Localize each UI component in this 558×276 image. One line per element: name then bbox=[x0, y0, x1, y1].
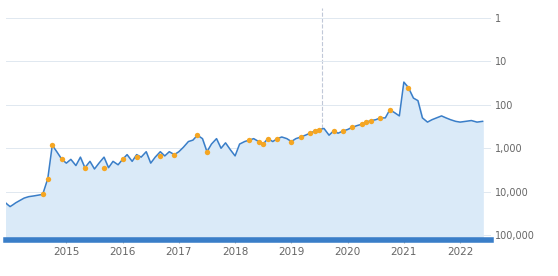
Point bbox=[44, 176, 52, 181]
Point bbox=[39, 192, 47, 197]
Point bbox=[357, 122, 366, 126]
Point bbox=[57, 157, 66, 161]
Point bbox=[273, 136, 282, 141]
Point bbox=[348, 125, 357, 129]
Point bbox=[310, 129, 319, 133]
Point bbox=[296, 135, 305, 139]
Point bbox=[339, 129, 348, 133]
Point bbox=[404, 85, 413, 90]
Point bbox=[156, 154, 165, 158]
Point bbox=[367, 118, 376, 123]
Point bbox=[193, 133, 202, 137]
Point bbox=[48, 143, 57, 147]
Point bbox=[329, 129, 338, 133]
Point bbox=[287, 139, 296, 144]
Point bbox=[170, 152, 179, 157]
Point bbox=[254, 139, 263, 144]
Point bbox=[315, 127, 324, 132]
Point bbox=[132, 155, 141, 159]
Point bbox=[259, 142, 268, 146]
Point bbox=[362, 120, 371, 124]
Point bbox=[245, 138, 254, 142]
Point bbox=[80, 166, 89, 170]
Point bbox=[99, 166, 108, 170]
Point bbox=[305, 131, 314, 136]
Point bbox=[386, 108, 395, 112]
Point bbox=[118, 157, 127, 161]
Point bbox=[263, 136, 272, 141]
Point bbox=[203, 150, 211, 154]
Point bbox=[376, 116, 384, 120]
